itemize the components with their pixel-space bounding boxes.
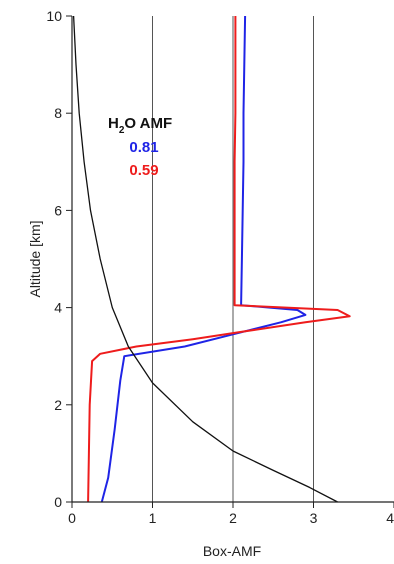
y-tick-label-2: 4 <box>54 300 62 316</box>
y-tick-label-0: 0 <box>54 494 62 510</box>
amf-value-red: 0.59 <box>129 162 158 179</box>
x-tick-label-4: 4 <box>386 510 394 526</box>
x-tick-label-1: 1 <box>149 510 157 526</box>
amf-title-prefix: H <box>108 115 119 132</box>
series-line-0 <box>100 15 307 503</box>
y-tick-label-4: 8 <box>54 105 62 121</box>
y-tick-label-5: 10 <box>46 8 62 24</box>
y-axis-title: Altitude [km] <box>27 220 43 297</box>
series-group <box>72 15 351 503</box>
gridlines <box>152 16 314 502</box>
amf-title-suffix: O AMF <box>124 115 172 132</box>
amf-annotation-title: H2O AMF <box>108 115 172 136</box>
y-tick-label-3: 6 <box>54 202 62 218</box>
x-tick-label-0: 0 <box>68 510 76 526</box>
x-tick-label-3: 3 <box>310 510 318 526</box>
series-line-2 <box>72 15 338 503</box>
tick-labels: 0 1 2 3 4 0 2 4 6 8 10 <box>46 8 394 526</box>
y-tick-label-1: 2 <box>54 397 62 413</box>
series-line-1 <box>87 16 351 503</box>
amf-title-subscript: 2 <box>119 125 125 136</box>
x-tick-label-2: 2 <box>229 510 237 526</box>
x-axis-title: Box-AMF <box>203 543 261 559</box>
amf-value-blue: 0.81 <box>129 139 158 156</box>
